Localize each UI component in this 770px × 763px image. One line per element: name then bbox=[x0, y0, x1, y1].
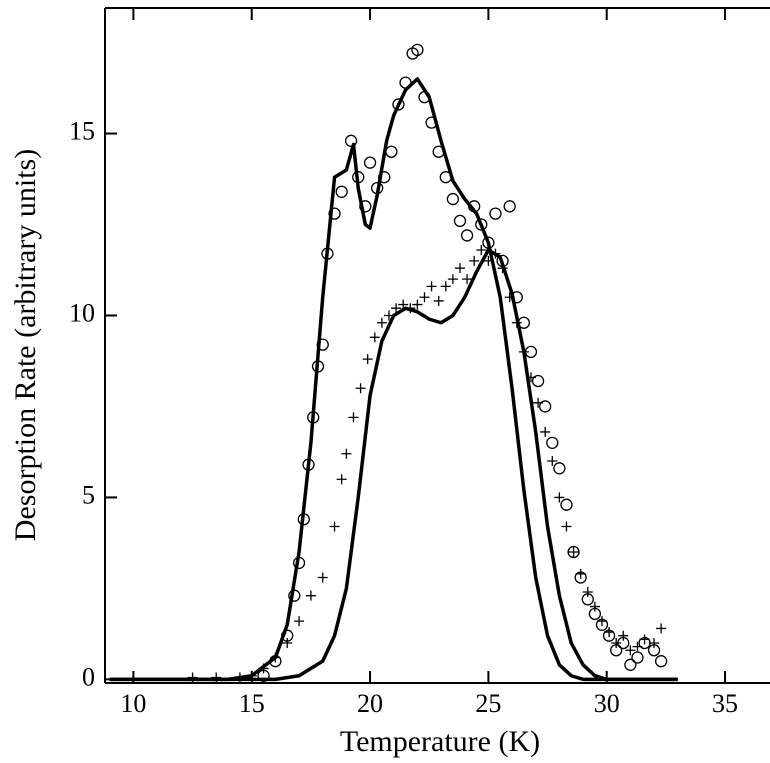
circle-point bbox=[631, 651, 644, 664]
circle-point bbox=[460, 229, 474, 242]
circle-point bbox=[335, 185, 348, 198]
plus-point bbox=[469, 255, 480, 266]
circle-point bbox=[654, 655, 668, 668]
circle-point bbox=[553, 462, 566, 475]
circle-point bbox=[385, 145, 398, 158]
plus-point bbox=[294, 616, 305, 627]
circle-point bbox=[546, 436, 559, 449]
y-tick-label: 10 bbox=[69, 298, 95, 327]
plus-point bbox=[625, 645, 636, 656]
circle-point bbox=[328, 207, 341, 220]
circle-point bbox=[446, 192, 460, 206]
plus-point bbox=[412, 299, 423, 310]
plus-point bbox=[336, 474, 347, 485]
plus-point bbox=[369, 332, 380, 343]
circle-point bbox=[392, 98, 405, 111]
plus-point bbox=[596, 616, 607, 627]
circle-point bbox=[363, 156, 377, 169]
circle-point bbox=[539, 400, 552, 413]
x-tick-label: 35 bbox=[712, 689, 738, 718]
plus-point bbox=[419, 292, 430, 303]
x-tick-label: 15 bbox=[239, 689, 265, 718]
plus-point bbox=[348, 412, 359, 423]
plus-point bbox=[611, 637, 622, 648]
plus-point bbox=[604, 627, 615, 638]
y-axis-label: Desorption Rate (arbitrary units) bbox=[9, 149, 42, 541]
plus-point bbox=[329, 521, 340, 532]
y-tick-label: 0 bbox=[82, 662, 95, 691]
plus-point bbox=[454, 263, 465, 274]
plus-point bbox=[618, 630, 629, 641]
plus-point bbox=[440, 281, 451, 292]
circle-point bbox=[411, 43, 424, 56]
plus-point bbox=[547, 456, 558, 467]
plus-point bbox=[476, 244, 487, 255]
plus-point bbox=[317, 572, 328, 583]
x-tick-label: 20 bbox=[357, 689, 383, 718]
circle-point bbox=[567, 545, 580, 559]
circle-point bbox=[359, 200, 372, 213]
plus-point bbox=[582, 587, 593, 598]
circle-point bbox=[624, 658, 637, 671]
plus-point bbox=[426, 281, 437, 292]
plus-point bbox=[656, 623, 667, 634]
circle-point bbox=[453, 214, 467, 228]
plus-point bbox=[561, 521, 572, 532]
plus-point bbox=[305, 590, 316, 601]
plus-point bbox=[341, 448, 352, 459]
circle-point bbox=[489, 207, 502, 220]
plus-point bbox=[540, 426, 551, 437]
plus-point bbox=[447, 274, 458, 285]
y-tick-label: 5 bbox=[82, 480, 95, 509]
plus-point bbox=[575, 568, 586, 579]
plus-point bbox=[554, 492, 565, 503]
plus-point bbox=[391, 303, 402, 314]
plus-point bbox=[632, 641, 643, 652]
plus-point bbox=[589, 601, 600, 612]
circle-point bbox=[344, 134, 358, 147]
circle-point bbox=[475, 218, 488, 231]
plus-point bbox=[376, 317, 387, 328]
plus-point bbox=[282, 637, 293, 648]
x-tick-label: 10 bbox=[120, 689, 146, 718]
curve bbox=[109, 77, 678, 682]
plus-point bbox=[433, 295, 444, 306]
plus-point bbox=[649, 637, 660, 648]
plus-point bbox=[355, 383, 366, 394]
circle-point bbox=[531, 374, 545, 388]
x-axis-label: Temperature (K) bbox=[340, 725, 540, 758]
plus-point bbox=[462, 274, 473, 285]
circle-point bbox=[503, 200, 516, 213]
plus-point bbox=[568, 547, 579, 558]
x-tick-label: 25 bbox=[475, 689, 501, 718]
y-tick-label: 15 bbox=[69, 117, 95, 146]
x-tick-label: 30 bbox=[594, 689, 620, 718]
plus-point bbox=[533, 397, 544, 408]
plus-point bbox=[639, 634, 650, 645]
curve bbox=[109, 248, 678, 682]
plus-point bbox=[362, 354, 373, 365]
circle-point bbox=[560, 498, 573, 511]
